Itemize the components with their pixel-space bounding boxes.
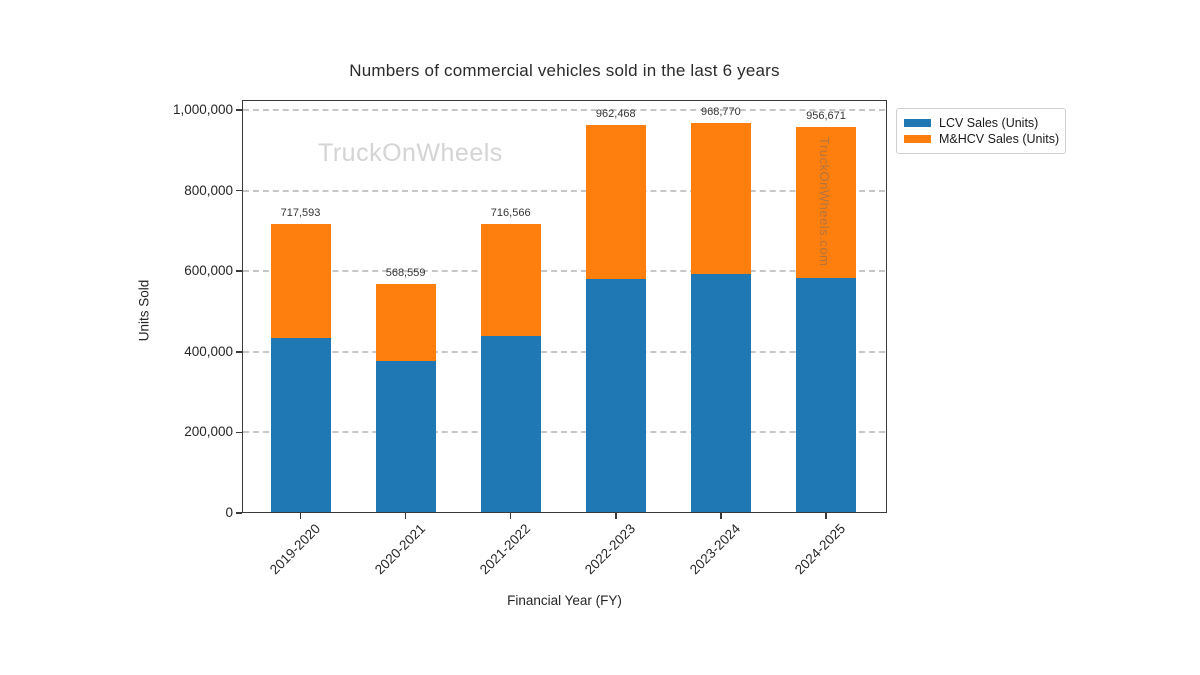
bar-segment-mhcv: [480, 224, 541, 337]
bar-segment-lcv: [796, 278, 856, 513]
legend-item-lcv: LCV Sales (Units): [904, 115, 1057, 131]
y-tick-mark: [236, 351, 242, 353]
bar-total-label: 968,770: [701, 105, 741, 118]
y-tick-label: 600,000: [184, 263, 233, 279]
bar-segment-mhcv: [270, 223, 331, 339]
x-tick-label: 2022-2023: [582, 521, 639, 578]
bar-segment-lcv: [690, 274, 751, 513]
x-tick-mark: [299, 513, 302, 519]
x-axis-label: Financial Year (FY): [507, 593, 622, 608]
watermark-text: TruckOnWheels: [318, 139, 503, 167]
y-tick-label: 0: [225, 505, 233, 520]
bar-segment-mhcv: [796, 127, 856, 279]
bar-segment-lcv: [585, 279, 646, 513]
x-tick-mark: [720, 513, 722, 519]
gridline: [243, 431, 885, 434]
x-tick-mark: [825, 513, 827, 519]
gridline: [243, 350, 885, 353]
y-axis-label: Units Sold: [136, 279, 152, 342]
legend: LCV Sales (Units) M&HCV Sales (Units): [896, 108, 1066, 154]
y-tick-mark: [236, 270, 242, 272]
legend-label-lcv: LCV Sales (Units): [939, 116, 1039, 130]
x-tick-label: 2019-2020: [266, 521, 324, 578]
y-tick-label: 200,000: [184, 424, 233, 440]
y-tick-mark: [236, 431, 242, 434]
x-tick-mark: [509, 513, 512, 519]
y-tick-mark: [236, 109, 242, 111]
bar-segment-lcv: [375, 361, 436, 513]
x-tick-label: 2024-2025: [792, 521, 849, 578]
x-tick-mark: [404, 513, 407, 519]
bar-total-label: 717,593: [280, 206, 321, 219]
bar-segment-lcv: [270, 338, 331, 513]
y-tick-label: 800,000: [184, 182, 233, 198]
x-tick-label: 2023-2024: [687, 521, 744, 578]
y-tick-mark: [236, 512, 242, 514]
x-tick-label: 2020-2021: [371, 521, 429, 578]
legend-swatch-lcv: [904, 119, 931, 127]
y-tick-label: 400,000: [184, 343, 233, 359]
bar-segment-mhcv: [375, 283, 436, 362]
bar-total-label: 716,566: [490, 207, 531, 220]
bar-total-label: 568,559: [385, 266, 426, 279]
legend-label-mhcv: M&HCV Sales (Units): [939, 132, 1060, 146]
bar-segment-lcv: [480, 336, 541, 513]
bar-segment-mhcv: [690, 122, 751, 275]
gridline: [243, 270, 885, 273]
bar-total-label: 956,671: [806, 110, 846, 123]
bar-total-label: 962,468: [595, 108, 636, 121]
legend-item-mhcv: M&HCV Sales (Units): [904, 131, 1060, 147]
y-tick-label: 1,000,000: [172, 102, 233, 117]
gridline: [243, 109, 885, 111]
legend-swatch-mhcv: [904, 135, 931, 143]
gridline: [243, 189, 885, 192]
bar-segment-mhcv: [585, 125, 646, 280]
chart-title: Numbers of commercial vehicles sold in t…: [349, 61, 780, 80]
y-tick-mark: [236, 189, 242, 192]
x-tick-label: 2021-2022: [477, 521, 534, 578]
x-tick-mark: [615, 513, 617, 519]
side-watermark-text: TruckOnWheels.com: [817, 137, 832, 267]
